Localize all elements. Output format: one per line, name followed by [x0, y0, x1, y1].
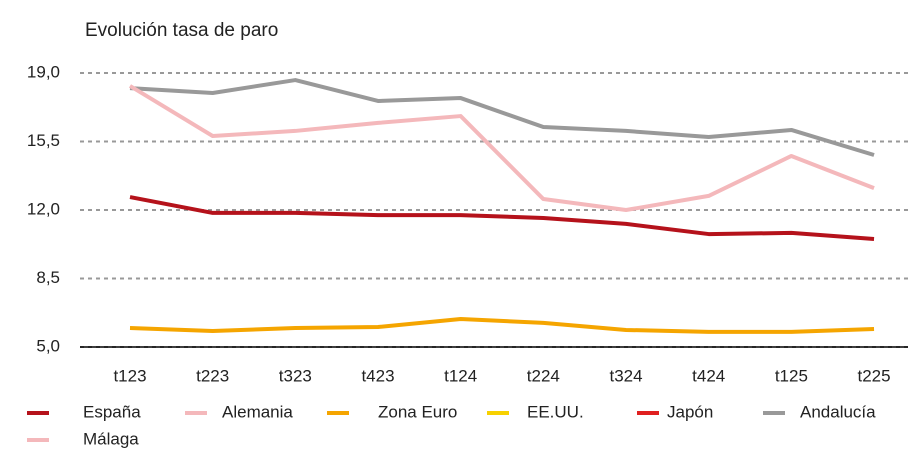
legend-label: Málaga — [83, 429, 139, 448]
y-tick-label: 8,5 — [36, 268, 60, 287]
x-tick-label: t224 — [527, 366, 560, 385]
series-line — [128, 84, 875, 212]
x-tick-label: t423 — [361, 366, 394, 385]
legend-label: Alemania — [222, 402, 293, 421]
legend-label: Zona Euro — [378, 402, 457, 421]
x-tick-label: t324 — [609, 366, 642, 385]
x-tick-label: t124 — [444, 366, 477, 385]
y-tick-label: 15,5 — [27, 131, 60, 150]
x-tick-label: t225 — [857, 366, 890, 385]
series-line — [129, 78, 875, 157]
x-tick-label: t223 — [196, 366, 229, 385]
legend-label: EE.UU. — [527, 402, 584, 421]
x-tick-label: t125 — [775, 366, 808, 385]
legend-label: Japón — [667, 402, 713, 421]
chart-title: Evolución tasa de paro — [85, 20, 278, 41]
legend-label: España — [83, 402, 141, 421]
x-tick-label: t323 — [279, 366, 312, 385]
legend-label: Andalucía — [800, 402, 876, 421]
y-tick-label: 5,0 — [36, 336, 60, 355]
series-line — [129, 195, 875, 241]
x-tick-label: t424 — [692, 366, 725, 385]
y-tick-label: 19,0 — [27, 62, 60, 81]
x-tick-label: t123 — [113, 366, 146, 385]
series-line — [129, 317, 875, 334]
y-tick-label: 12,0 — [27, 199, 60, 218]
